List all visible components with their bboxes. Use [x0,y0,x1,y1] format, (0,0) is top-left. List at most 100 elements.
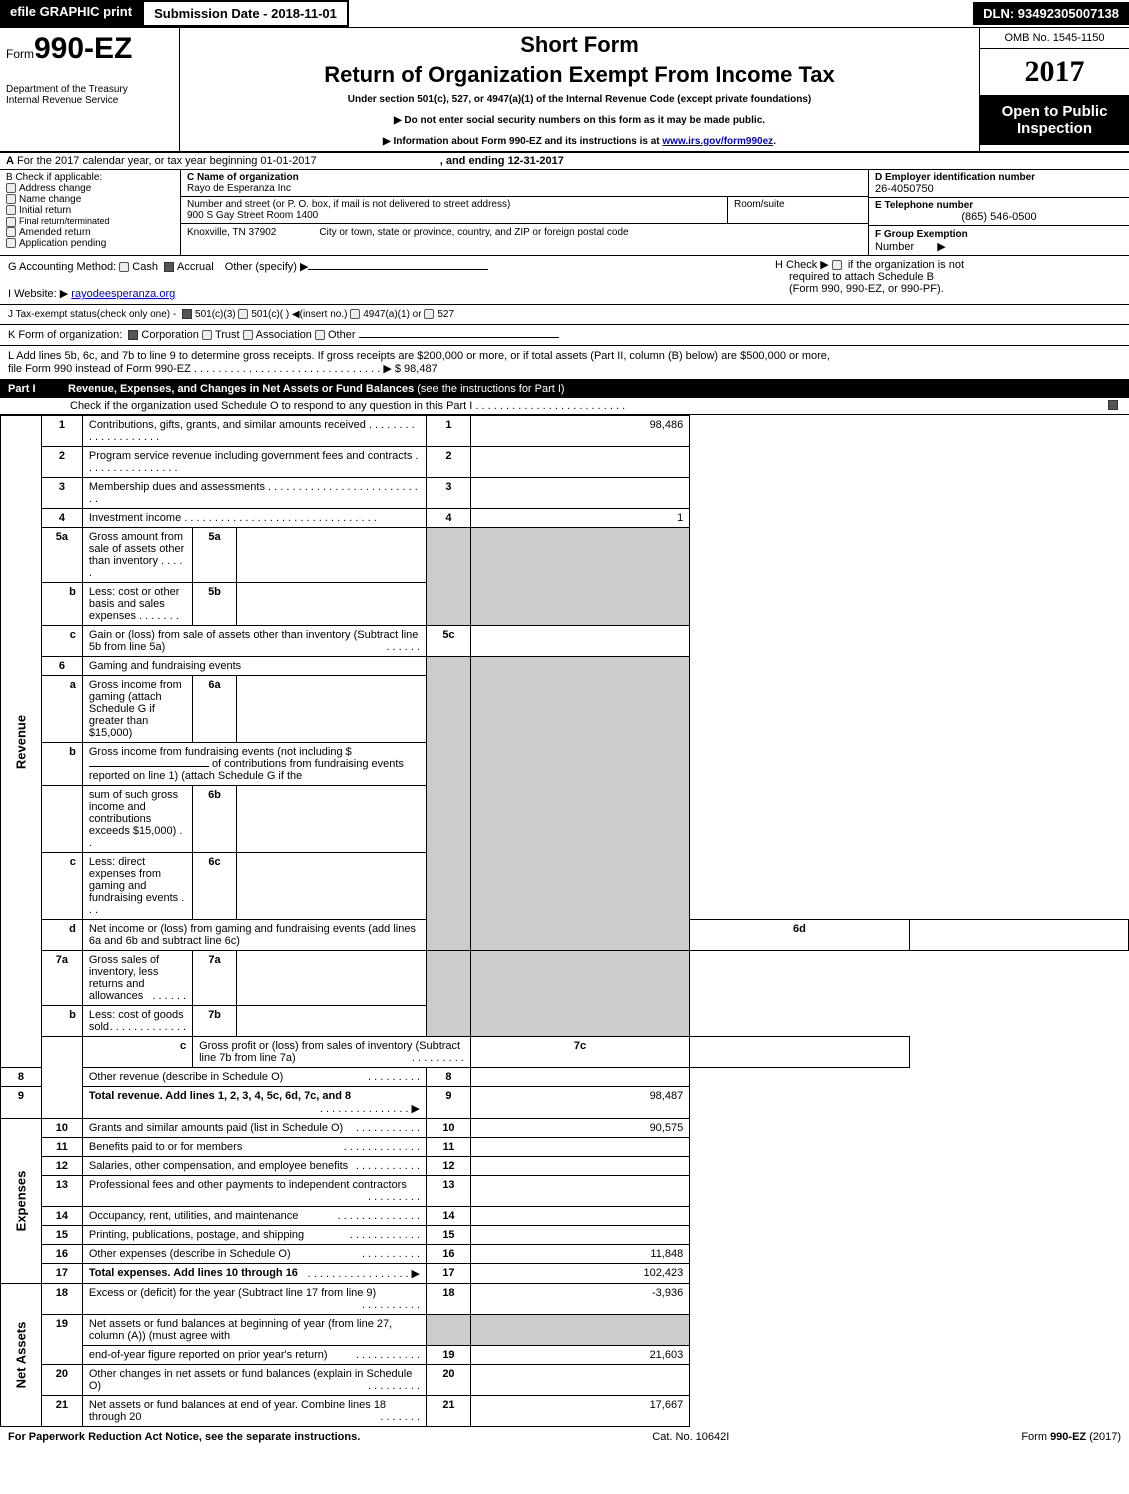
mid-line-num: 6c [193,853,237,920]
table-row: 5a Gross amount from sale of assets othe… [1,528,1129,583]
h-text1: if the organization is [848,259,946,271]
line-desc: Grants and similar amounts paid (list in… [82,1119,426,1138]
line-desc: Total expenses. Add lines 10 through 16.… [82,1264,426,1284]
website-link[interactable]: rayodeesperanza.org [71,288,175,300]
mid-line-val [236,1006,426,1037]
chk-application-pending[interactable]: Application pending [6,238,174,249]
check-if-applicable: Check if applicable: [15,172,102,183]
table-row: 13 Professional fees and other payments … [1,1176,1129,1207]
table-row: 11 Benefits paid to or for members. . . … [1,1138,1129,1157]
revenue-label: Revenue [1,416,42,1068]
checkbox-icon[interactable] [350,309,360,319]
chk-address-change[interactable]: Address change [6,183,174,194]
chk-amended-return[interactable]: Amended return [6,227,174,238]
chk-final-return[interactable]: Final return/terminated [6,216,174,227]
line-num: 16 [41,1245,82,1264]
line-num-r: 6d [690,920,909,951]
revenue-label-cont [41,1037,82,1119]
line-num: 20 [41,1365,82,1396]
line-num: b [41,743,82,786]
mid-line-num: 5a [193,528,237,583]
line-desc: Other changes in net assets or fund bala… [82,1365,426,1396]
line-num-r: 19 [427,1346,471,1365]
checkbox-icon[interactable] [238,309,248,319]
mid-line-val [236,951,426,1006]
f-group-cell: F Group Exemption Number ▶ [869,226,1129,255]
under-section-text: Under section 501(c), 527, or 4947(a)(1)… [184,94,975,105]
header-right: OMB No. 1545-1150 2017 Open to Public In… [979,28,1129,151]
irs: Internal Revenue Service [6,95,173,106]
table-row: 15 Printing, publications, postage, and … [1,1226,1129,1245]
checkbox-icon[interactable] [832,260,842,270]
label-b: B [6,172,13,183]
line-desc: Other revenue (describe in Schedule O). … [82,1068,426,1087]
k-trust: Trust [215,329,240,341]
phone: (865) 546-0500 [875,211,1123,223]
checkbox-icon [6,227,16,237]
line-value [909,920,1128,951]
footer-right: Form 990-EZ (2017) [1021,1431,1121,1443]
l-text2: file Form 990 instead of Form 990-EZ [8,363,191,375]
checkbox-icon-checked[interactable] [1108,400,1118,410]
checkbox-icon[interactable] [128,330,138,340]
checkbox-icon[interactable] [424,309,434,319]
line-value [470,1207,689,1226]
footer-left: For Paperwork Reduction Act Notice, see … [8,1431,360,1443]
d-label: D Employer identification number [875,172,1123,183]
street-address: 900 S Gay Street Room 1400 [187,210,721,221]
addr-label: Number and street (or P. O. box, if mail… [187,199,721,210]
line-desc: Total revenue. Add lines 1, 2, 3, 4, 5c,… [82,1087,426,1119]
line-desc: Net income or (loss) from gaming and fun… [82,920,426,951]
shade-cell [470,657,689,951]
info-prefix: ▶ Information about Form 990-EZ and its … [383,136,662,147]
shade-cell [427,1315,471,1346]
checkbox-icon[interactable] [315,330,325,340]
d-ein-cell: D Employer identification number 26-4050… [869,170,1129,198]
g-label: G Accounting Method: [8,261,116,273]
dln: DLN: 93492305007138 [973,2,1129,25]
mid-line-val [236,676,426,743]
g-cash: Cash [132,261,158,273]
col-b: B Check if applicable: Address change Na… [0,170,180,255]
line-value: 102,423 [470,1264,689,1284]
table-row: 9 Total revenue. Add lines 1, 2, 3, 4, 5… [1,1087,1129,1119]
checkbox-icon [6,217,16,227]
line-desc: Investment income . . . . . . . . . . . … [82,509,426,528]
line-num: 4 [41,509,82,528]
checkbox-icon[interactable] [202,330,212,340]
radio-icon-checked[interactable] [164,262,174,272]
submission-date: Submission Date - 2018-11-01 [142,0,349,27]
mid-line-num: 6b [193,786,237,853]
org-name: Rayo de Esperanza Inc [187,183,862,194]
table-row: c Gain or (loss) from sale of assets oth… [1,626,1129,657]
line-num: c [41,626,82,657]
header-left: Form990-EZ Department of the Treasury In… [0,28,180,151]
line-num: 14 [41,1207,82,1226]
line-num: 9 [1,1087,42,1119]
mid-line-num: 7a [193,951,237,1006]
chk-name-change[interactable]: Name change [6,194,174,205]
line-num: 17 [41,1264,82,1284]
line-value [470,1365,689,1396]
radio-icon[interactable] [119,262,129,272]
line-value: -3,936 [470,1284,689,1315]
info-link[interactable]: www.irs.gov/form990ez [662,136,773,147]
l-amount: ▶ $ 98,487 [383,363,437,375]
g-line: G Accounting Method: Cash Accrual Other … [0,256,769,304]
chk-initial-return[interactable]: Initial return [6,205,174,216]
city: Knoxville, TN 37902 [187,227,276,238]
line-num-r: 12 [427,1157,471,1176]
line-num: d [41,920,82,951]
g-h-row: G Accounting Method: Cash Accrual Other … [0,256,1129,305]
line-value [470,1068,689,1087]
part1-note: (see the instructions for Part I) [417,383,564,395]
checkbox-icon[interactable] [243,330,253,340]
k-other: Other [328,329,356,341]
form-header: Form990-EZ Department of the Treasury In… [0,28,1129,153]
line-num: 11 [41,1138,82,1157]
h-label: H [775,259,783,271]
h-not: not [949,259,964,271]
j-527: 527 [437,309,454,320]
checkbox-icon[interactable] [182,309,192,319]
part-desc: Revenue, Expenses, and Changes in Net As… [68,383,565,395]
